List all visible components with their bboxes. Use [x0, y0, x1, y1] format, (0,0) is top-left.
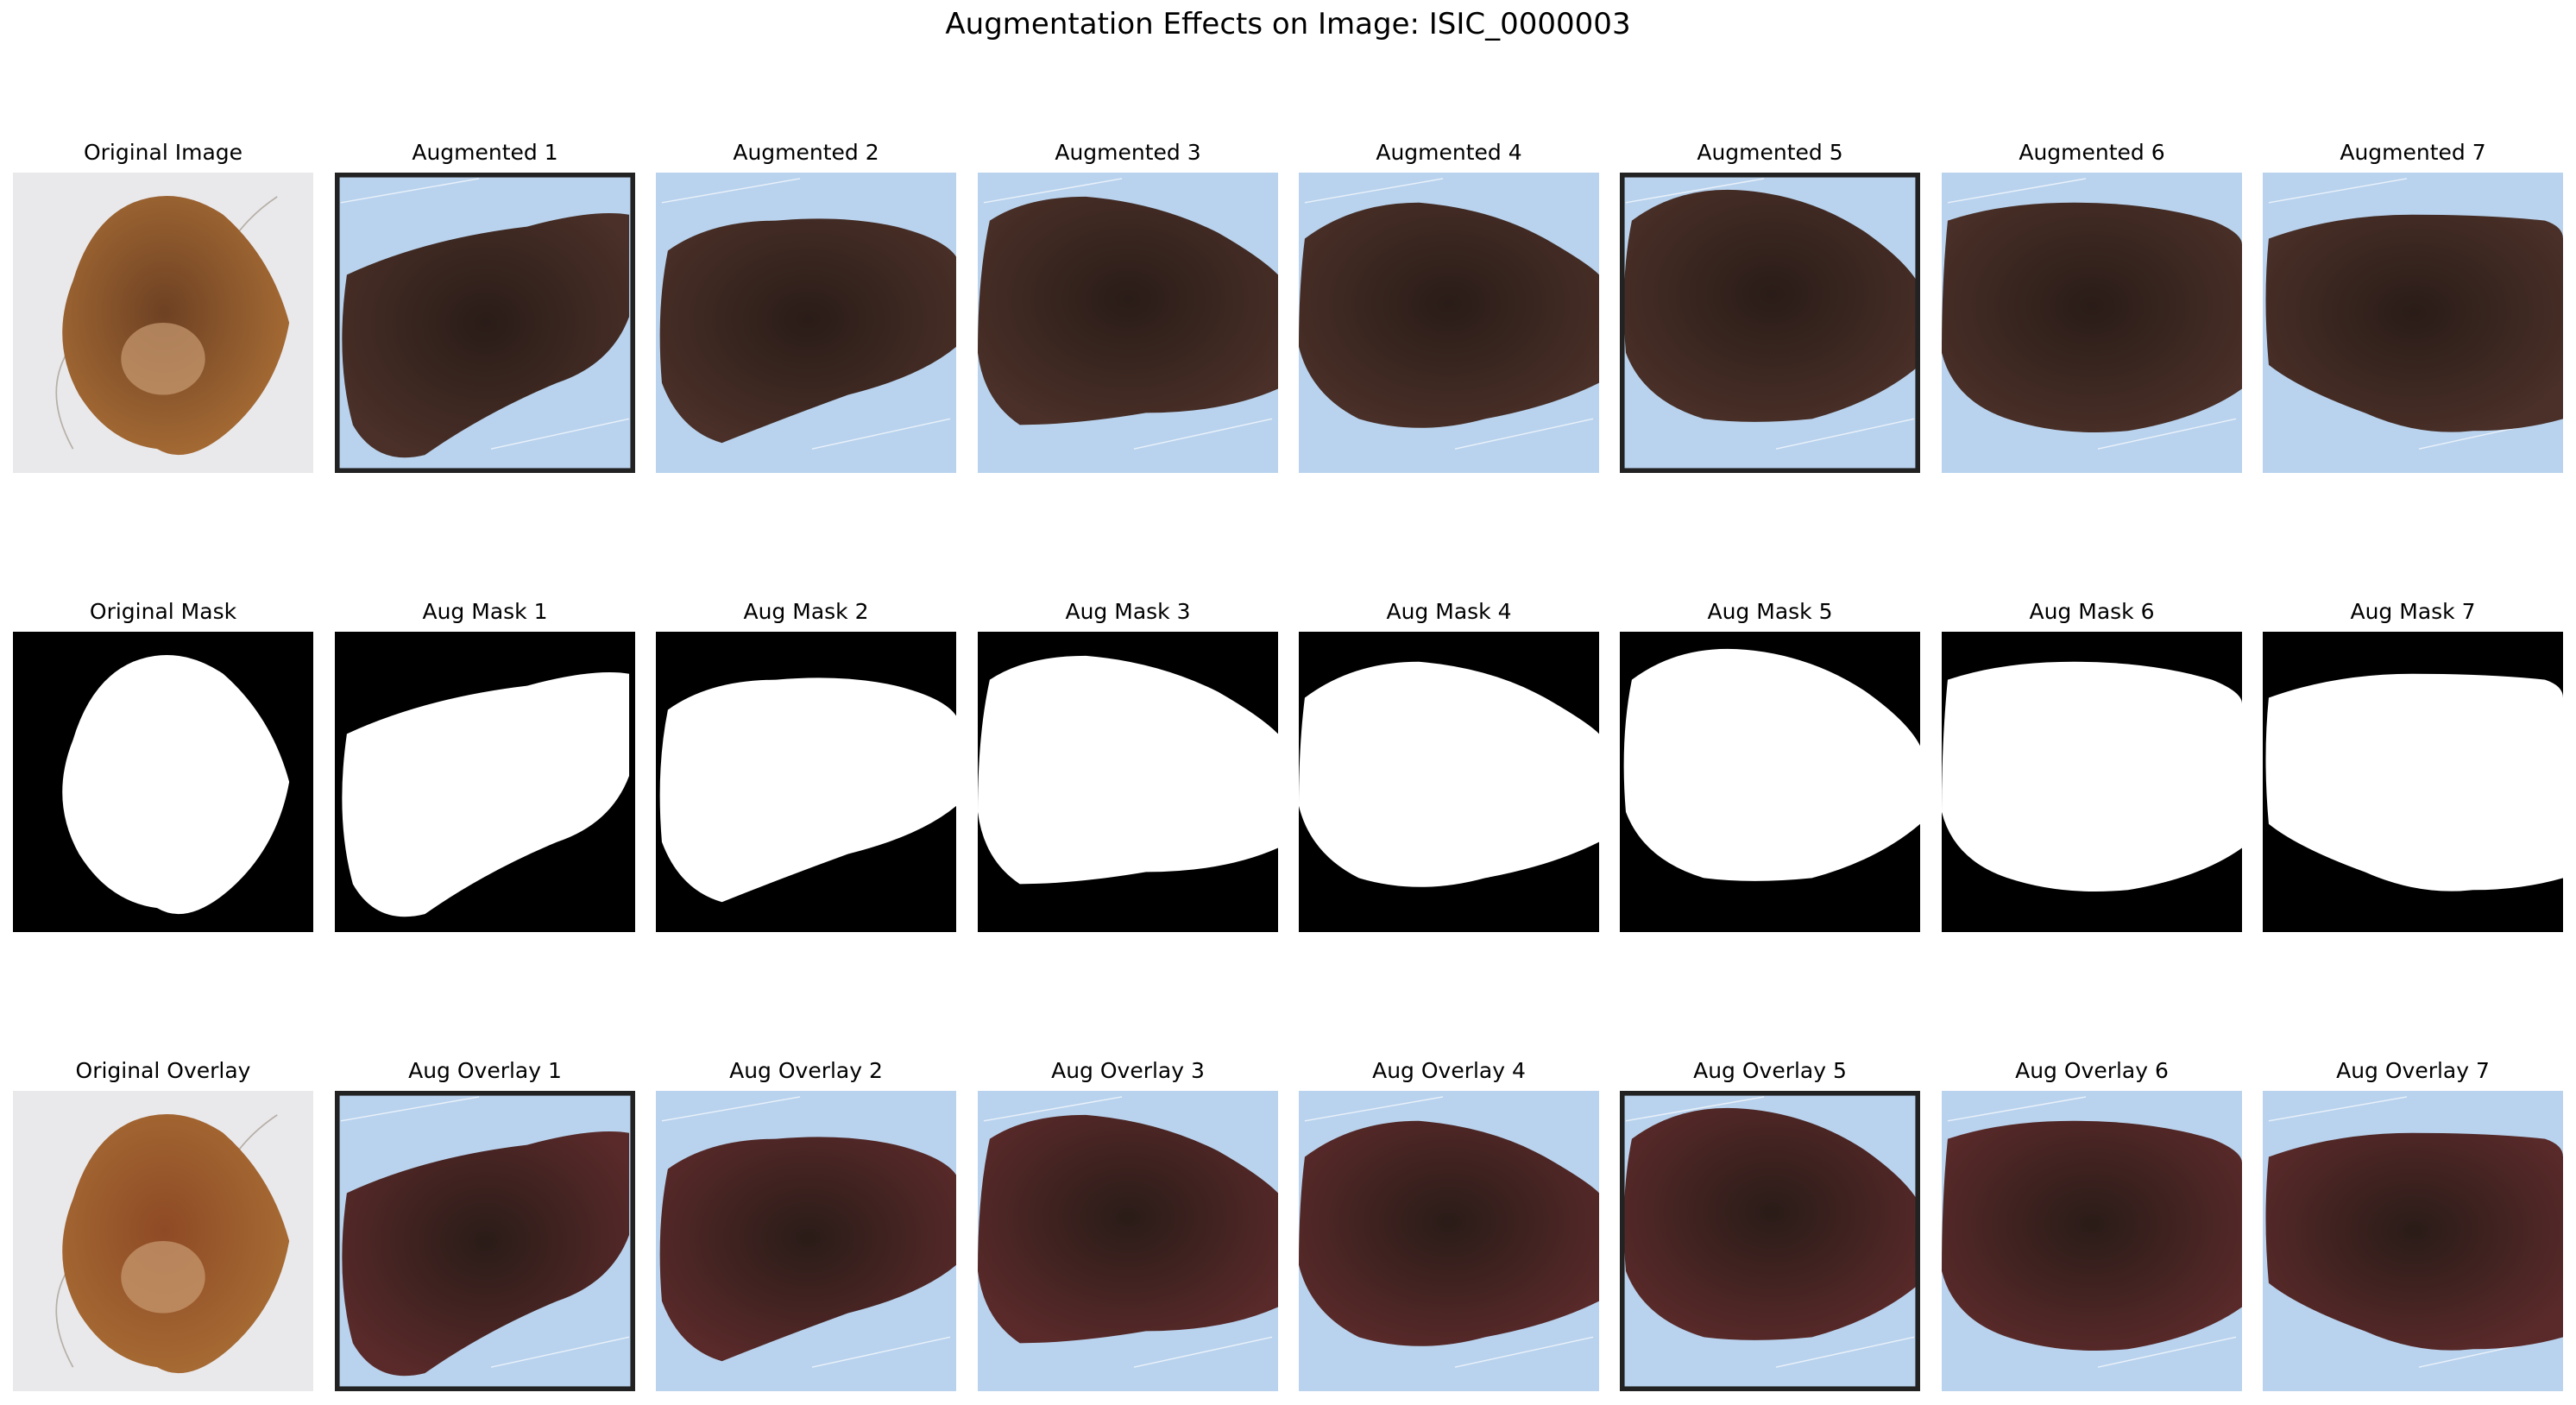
- lesion-overlay-region: [1942, 1120, 2242, 1351]
- mask-panel: [1299, 632, 1599, 932]
- image-panel: [656, 173, 956, 473]
- overlay-panel: [656, 1091, 956, 1391]
- overlay-panel-title: Aug Overlay 2: [729, 1058, 883, 1083]
- overlay-panel-title: Aug Overlay 7: [2336, 1058, 2490, 1083]
- lesion-mask-region: [1942, 661, 2242, 892]
- overlay-panel: [1942, 1091, 2242, 1391]
- image-panel: [978, 173, 1278, 473]
- lesion-mask-region: [1299, 661, 1599, 887]
- lesion-mask-region: [1623, 648, 1920, 881]
- overlay-panel-title: Aug Overlay 1: [408, 1058, 562, 1083]
- image-panel-title: Augmented 1: [412, 140, 558, 165]
- mask-panel-title: Aug Mask 1: [422, 599, 548, 624]
- overlay-panel: [1620, 1091, 1920, 1391]
- image-panel-title: Augmented 5: [1697, 140, 1843, 165]
- lesion-region: [1623, 189, 1920, 422]
- mask-panel-title: Original Mask: [89, 599, 237, 624]
- lesion-mask-region: [342, 671, 630, 917]
- overlay-panel: [978, 1091, 1278, 1391]
- overlay-panel-title: Aug Overlay 5: [1693, 1058, 1847, 1083]
- image-panel: [1620, 173, 1920, 473]
- lesion-overlay-region: [659, 1137, 956, 1362]
- lesion-mask-region: [2265, 673, 2563, 892]
- mask-panel-title: Aug Mask 2: [743, 599, 869, 624]
- image-panel-title: Augmented 2: [733, 140, 879, 165]
- lesion-overlay-region: [978, 1114, 1278, 1344]
- lesion-overlay-region: [1299, 1120, 1599, 1346]
- mask-panel: [1942, 632, 2242, 932]
- overlay-panel: [335, 1091, 635, 1391]
- lesion-region: [1942, 202, 2242, 433]
- lesion-overlay-region: [2265, 1132, 2563, 1351]
- lesion-region: [342, 212, 630, 458]
- image-panel-title: Augmented 7: [2340, 140, 2486, 165]
- lesion-mask-region: [978, 655, 1278, 885]
- image-panel-title: Augmented 3: [1055, 140, 1201, 165]
- lesion-region: [2265, 214, 2563, 432]
- lesion-region: [1299, 202, 1599, 428]
- overlay-panel: [1299, 1091, 1599, 1391]
- image-panel: [13, 173, 313, 473]
- lesion-region: [978, 196, 1278, 425]
- image-panel: [1942, 173, 2242, 473]
- overlay-panel-title: Aug Overlay 3: [1051, 1058, 1205, 1083]
- mask-panel-title: Aug Mask 3: [1065, 599, 1191, 624]
- overlay-panel-title: Original Overlay: [75, 1058, 251, 1083]
- lesion-region: [659, 218, 956, 444]
- mask-panel-title: Aug Mask 6: [2029, 599, 2155, 624]
- figure-title: Augmentation Effects on Image: ISIC_0000…: [945, 7, 1631, 41]
- mask-panel: [1620, 632, 1920, 932]
- overlay-panel: [13, 1091, 313, 1391]
- overlay-panel-title: Aug Overlay 6: [2015, 1058, 2169, 1083]
- lesion-mask-region: [659, 677, 956, 903]
- mask-panel: [13, 632, 313, 932]
- image-panel-title: Augmented 4: [1376, 140, 1522, 165]
- image-panel-title: Original Image: [83, 140, 243, 165]
- mask-panel: [2263, 632, 2563, 932]
- image-panel-title: Augmented 6: [2019, 140, 2165, 165]
- lesion-overlay-region: [1623, 1107, 1920, 1340]
- mask-panel: [656, 632, 956, 932]
- overlay-panel: [2263, 1091, 2563, 1391]
- mask-panel: [978, 632, 1278, 932]
- mask-panel-title: Aug Mask 7: [2350, 599, 2476, 624]
- image-panel: [335, 173, 635, 473]
- mask-panel-title: Aug Mask 4: [1386, 599, 1512, 624]
- lesion-overlay-region: [342, 1131, 630, 1377]
- image-panel: [1299, 173, 1599, 473]
- lesion-mask-region: [62, 654, 290, 915]
- mask-panel-title: Aug Mask 5: [1707, 599, 1833, 624]
- overlay-panel-title: Aug Overlay 4: [1372, 1058, 1526, 1083]
- mask-panel: [335, 632, 635, 932]
- image-panel: [2263, 173, 2563, 473]
